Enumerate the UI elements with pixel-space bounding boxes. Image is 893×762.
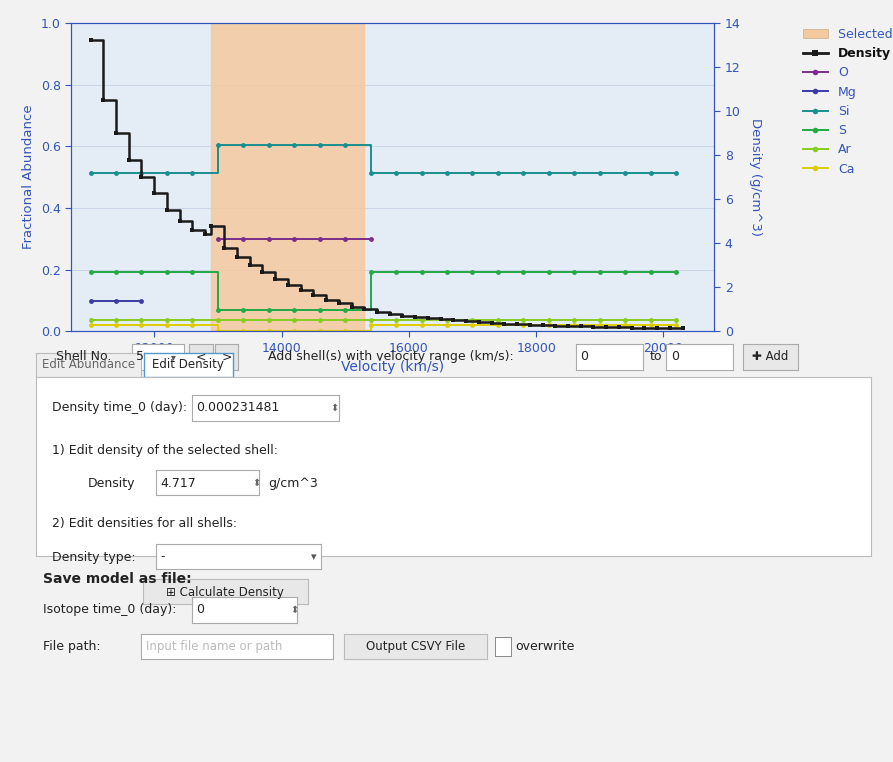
Text: File path:: File path:: [43, 639, 101, 653]
Text: Add shell(s) with velocity range (km/s):: Add shell(s) with velocity range (km/s):: [268, 350, 513, 363]
Text: ⊞ Calculate Density: ⊞ Calculate Density: [166, 585, 284, 599]
Text: Isotope time_0 (day):: Isotope time_0 (day):: [43, 603, 176, 616]
Text: Density: Density: [88, 476, 135, 490]
Text: Density type:: Density type:: [52, 550, 136, 564]
Text: Input file name or path: Input file name or path: [146, 639, 282, 653]
Text: 0: 0: [196, 603, 204, 616]
Text: Shell No.: Shell No.: [56, 350, 112, 363]
Text: <: <: [196, 350, 206, 363]
Text: to: to: [649, 350, 662, 363]
X-axis label: Velocity (km/s): Velocity (km/s): [341, 360, 445, 374]
Text: Output CSVY File: Output CSVY File: [365, 639, 465, 653]
Legend: Selected shell, Density, O, Mg, Si, S, Ar, Ca: Selected shell, Density, O, Mg, Si, S, A…: [797, 23, 893, 181]
Text: Save model as file:: Save model as file:: [43, 572, 191, 586]
Text: ✚ Add: ✚ Add: [753, 350, 789, 363]
Text: 4.717: 4.717: [161, 476, 196, 490]
Text: g/cm^3: g/cm^3: [268, 476, 318, 490]
Text: >: >: [221, 350, 232, 363]
Text: overwrite: overwrite: [515, 639, 574, 653]
Text: Density time_0 (day):: Density time_0 (day):: [52, 401, 187, 415]
Text: Edit Abundance: Edit Abundance: [42, 358, 135, 372]
Text: ⬍: ⬍: [330, 402, 338, 413]
Text: 0.000231481: 0.000231481: [196, 401, 280, 415]
Text: Edit Density: Edit Density: [153, 358, 224, 372]
Text: ▾: ▾: [171, 351, 176, 362]
Text: ⬍: ⬍: [290, 604, 298, 615]
Text: 0: 0: [580, 350, 588, 363]
Text: -: -: [161, 550, 165, 564]
Text: 0: 0: [671, 350, 679, 363]
Y-axis label: Density (g/cm^3): Density (g/cm^3): [748, 118, 762, 236]
Text: 1) Edit density of the selected shell:: 1) Edit density of the selected shell:: [52, 443, 278, 457]
Y-axis label: Fractional Abundance: Fractional Abundance: [22, 105, 36, 249]
Text: 2) Edit densities for all shells:: 2) Edit densities for all shells:: [52, 517, 237, 530]
Text: ⬍: ⬍: [252, 478, 260, 488]
Text: 5: 5: [136, 350, 144, 363]
Text: ▾: ▾: [311, 552, 316, 562]
Bar: [212, 23, 364, 331]
